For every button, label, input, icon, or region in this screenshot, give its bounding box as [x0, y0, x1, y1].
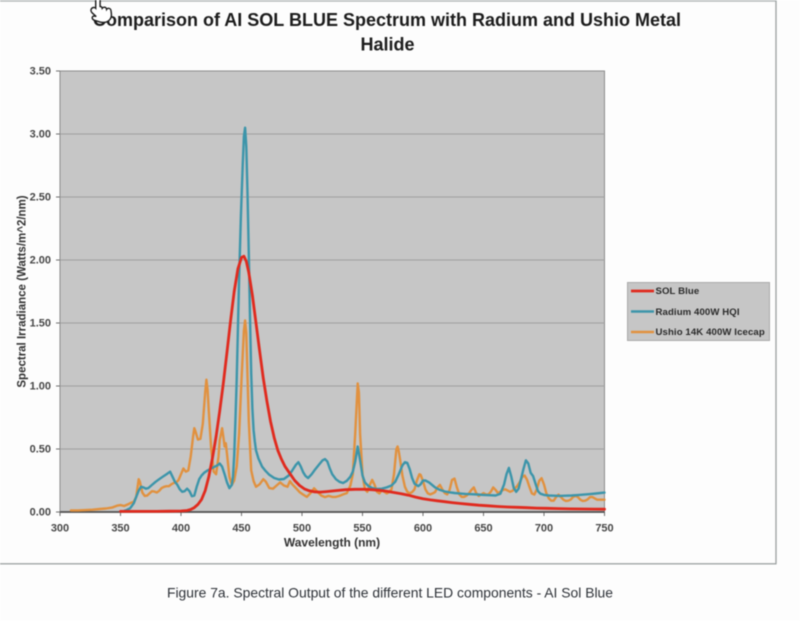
svg-text:Comparison of AI SOL BLUE Spec: Comparison of AI SOL BLUE Spectrum with …	[93, 10, 681, 30]
svg-text:2.00: 2.00	[30, 255, 51, 267]
svg-text:450: 450	[232, 523, 250, 535]
svg-text:550: 550	[353, 523, 371, 535]
svg-text:1.00: 1.00	[30, 381, 51, 393]
svg-text:0.00: 0.00	[30, 507, 51, 519]
svg-text:300: 300	[51, 523, 69, 535]
svg-text:650: 650	[474, 523, 492, 535]
svg-text:Wavelength (nm): Wavelength (nm)	[284, 536, 380, 550]
svg-text:600: 600	[414, 523, 432, 535]
svg-text:Halide: Halide	[360, 35, 414, 55]
svg-text:400: 400	[172, 523, 190, 535]
svg-text:700: 700	[535, 523, 553, 535]
svg-text:0.50: 0.50	[30, 444, 51, 456]
svg-text:350: 350	[111, 523, 129, 535]
svg-text:2.50: 2.50	[30, 192, 51, 204]
svg-text:Ushio 14K 400W Icecap: Ushio 14K 400W Icecap	[656, 327, 765, 338]
svg-text:750: 750	[595, 523, 613, 535]
svg-text:1.50: 1.50	[30, 318, 51, 330]
svg-text:3.00: 3.00	[30, 129, 51, 141]
svg-text:SOL Blue: SOL Blue	[656, 286, 700, 297]
svg-text:Spectral Irradiance (Watts/m^2: Spectral Irradiance (Watts/m^2/nm)	[17, 195, 29, 387]
svg-text:3.50: 3.50	[30, 66, 51, 78]
svg-text:Radium 400W HQI: Radium 400W HQI	[656, 307, 740, 318]
svg-text:Figure 7a. Spectral Output of: Figure 7a. Spectral Output of the differ…	[167, 585, 613, 601]
svg-text:500: 500	[293, 523, 311, 535]
